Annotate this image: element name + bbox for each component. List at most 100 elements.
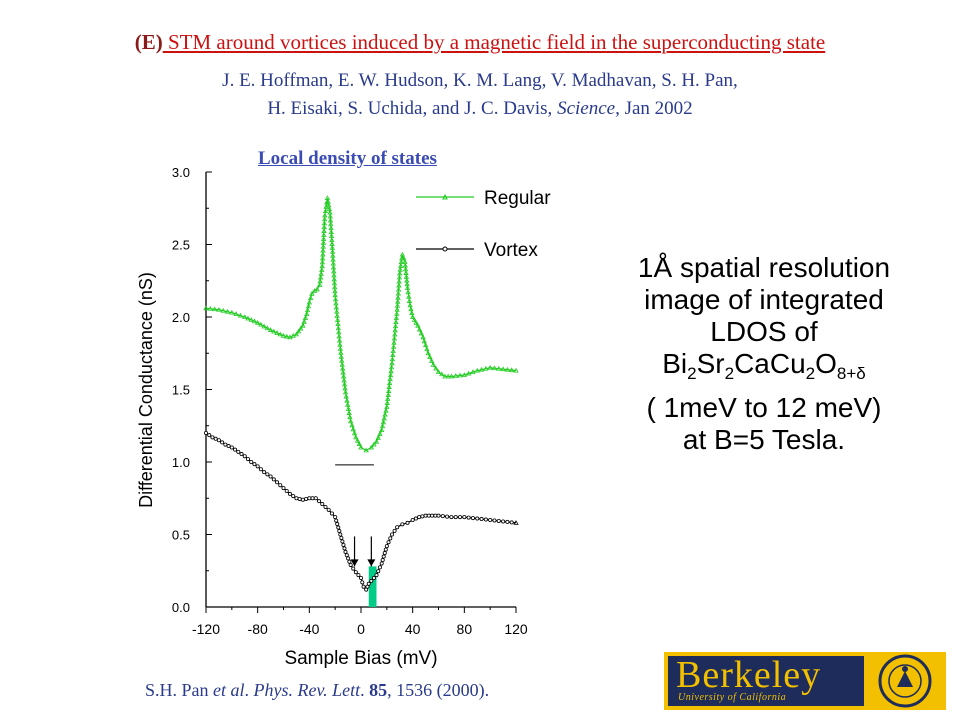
regular-point	[339, 361, 345, 367]
vortex-point	[369, 578, 374, 583]
y-tick-label: 2.0	[172, 310, 190, 325]
regular-point	[395, 294, 401, 300]
regular-point	[316, 282, 323, 287]
regular-point	[392, 327, 398, 333]
regular-point	[335, 321, 341, 327]
regular-point	[332, 288, 338, 294]
vortex-point	[395, 525, 400, 530]
vortex-point	[307, 496, 312, 501]
regular-point	[329, 237, 335, 242]
vortex-point	[380, 558, 385, 563]
gap-arrow-head	[350, 559, 359, 567]
vortex-point	[313, 496, 318, 501]
regular-point	[300, 322, 306, 328]
title-text: STM around vortices induced by a magneti…	[162, 30, 826, 54]
regular-point	[386, 380, 393, 386]
regular-point	[333, 300, 339, 306]
regular-point	[424, 346, 430, 352]
vortex-point	[275, 480, 280, 485]
regular-point	[320, 240, 327, 245]
vortex-point	[383, 547, 388, 552]
plot-label: Local density of states	[258, 148, 437, 169]
vortex-point	[239, 452, 244, 457]
regular-point	[305, 303, 312, 309]
regular-point	[380, 419, 387, 425]
regular-point	[407, 302, 413, 308]
y-tick-label: 3.0	[172, 165, 190, 180]
regular-point	[274, 330, 280, 335]
regular-point	[375, 435, 381, 440]
regular-point	[338, 354, 344, 359]
vortex-point	[445, 514, 450, 519]
vortex-point	[341, 542, 346, 547]
regular-point	[403, 270, 409, 275]
regular-point	[409, 314, 416, 319]
regular-point	[398, 259, 404, 265]
formula-sub-3: 2	[805, 364, 816, 383]
vortex-point	[342, 546, 347, 551]
vortex-point	[410, 518, 415, 523]
citation-sep-2: .	[360, 680, 370, 700]
regular-point	[321, 220, 328, 226]
series-line-regular	[205, 197, 517, 452]
regular-point	[445, 373, 451, 379]
regular-point	[389, 360, 395, 366]
regular-point	[397, 270, 403, 276]
vortex-point	[329, 511, 334, 516]
regular-point	[398, 263, 404, 268]
formula-bi: Bi	[662, 348, 688, 379]
journal-name: Science,	[557, 98, 620, 119]
regular-point	[413, 319, 419, 325]
vortex-point	[389, 532, 394, 537]
regular-point	[387, 372, 394, 378]
regular-point	[284, 333, 290, 339]
chart-axes: 0.0 0.5 1.0 1.5 2.0 2.5 3.0 -120 -80 -40 0 40 80 120	[172, 165, 528, 637]
vortex-point	[229, 445, 234, 450]
regular-point	[393, 315, 400, 320]
regular-point	[487, 364, 493, 370]
regular-point	[345, 402, 351, 407]
vortex-point	[339, 535, 344, 540]
resolution-line-3: LDOS of	[710, 316, 818, 347]
regular-point	[395, 286, 402, 292]
regular-point	[457, 372, 463, 378]
regular-point	[306, 299, 313, 305]
regular-point	[280, 333, 287, 338]
vortex-point	[304, 496, 309, 501]
regular-point	[318, 270, 324, 276]
vortex-point	[213, 436, 218, 441]
regular-point	[328, 225, 334, 231]
vortex-point	[271, 477, 276, 482]
regular-point	[470, 369, 476, 374]
formula-cacu: CaCu	[734, 348, 806, 379]
regular-point	[325, 198, 331, 204]
vortex-point	[466, 515, 471, 520]
regular-point	[332, 284, 338, 290]
regular-point	[321, 216, 328, 222]
vortex-point	[462, 515, 467, 520]
regular-point	[388, 368, 394, 374]
vortex-point	[351, 566, 356, 571]
x-tick-label: 0	[357, 621, 365, 637]
vortex-point	[326, 507, 331, 512]
regular-point	[302, 315, 309, 320]
regular-point	[395, 290, 402, 296]
x-tick-label: 120	[504, 621, 528, 637]
regular-point	[327, 213, 333, 219]
regular-point	[258, 321, 264, 327]
regular-point	[394, 306, 400, 312]
vortex-point	[346, 556, 351, 561]
regular-point	[428, 358, 435, 363]
regular-point	[448, 373, 455, 379]
regular-point	[377, 431, 383, 436]
regular-point	[382, 411, 388, 417]
citation-sep-1: .	[244, 680, 254, 700]
regular-point	[267, 327, 274, 332]
regular-point	[327, 209, 333, 215]
regular-point	[304, 311, 310, 316]
regular-point	[373, 438, 380, 444]
x-tick-label: -120	[192, 621, 220, 637]
citation-journal: Phys. Rev. Lett	[253, 680, 361, 700]
vortex-point	[255, 464, 260, 469]
